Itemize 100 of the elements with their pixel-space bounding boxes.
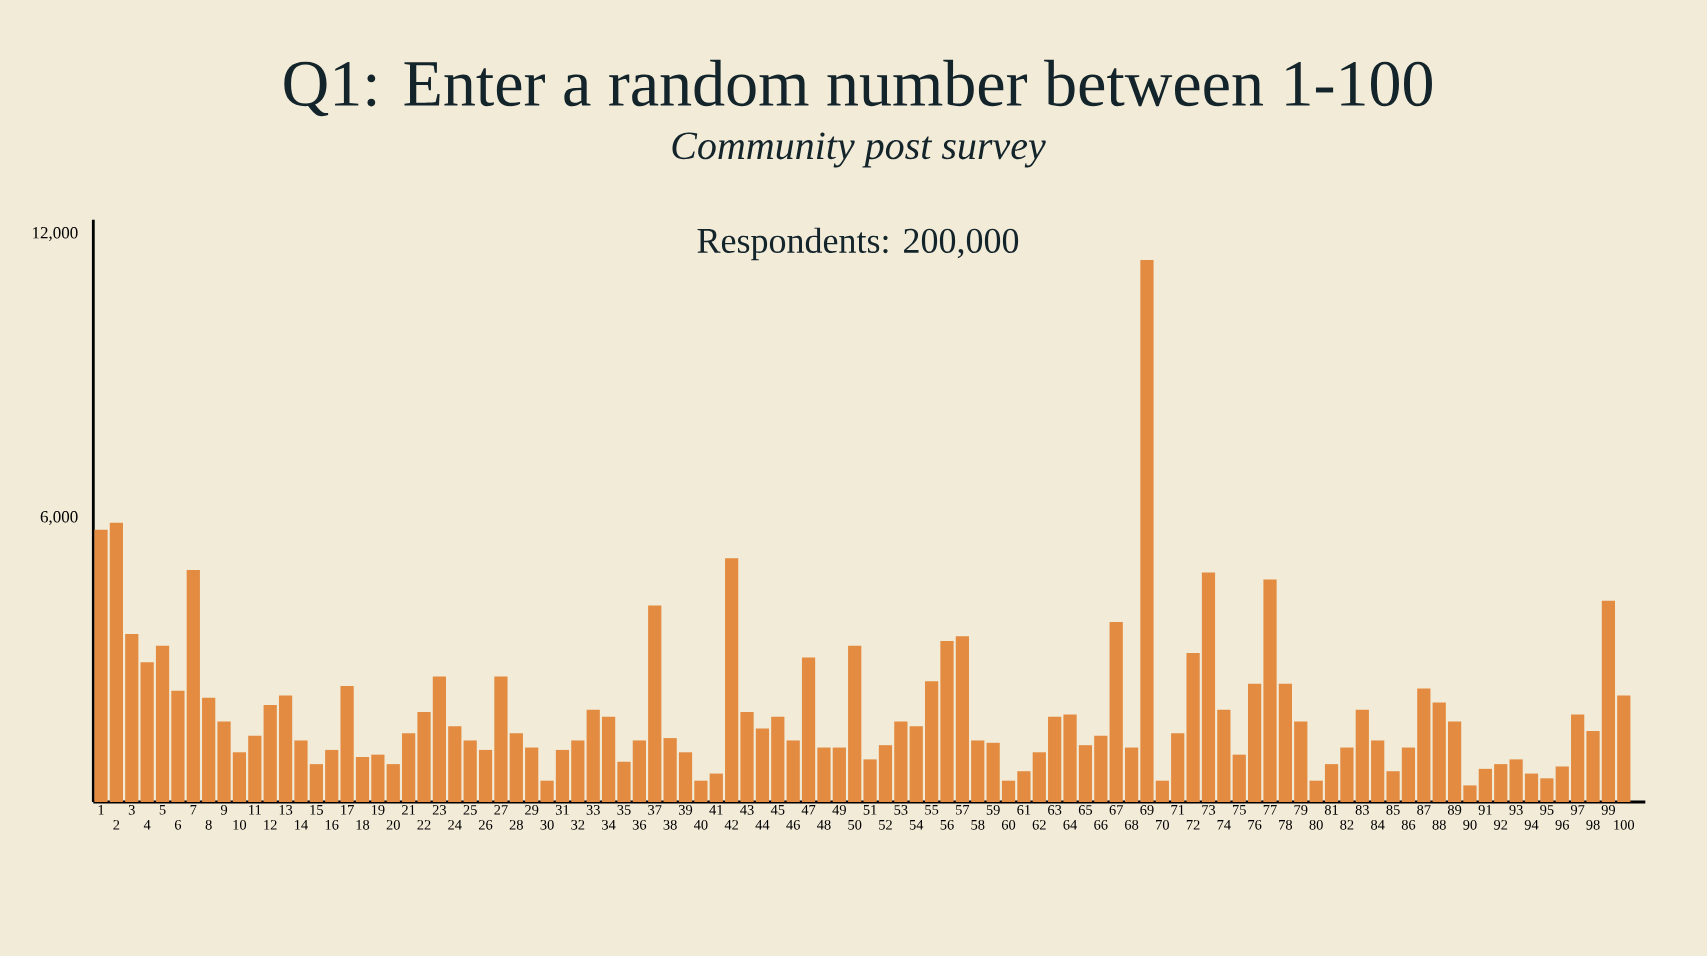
bar: [878, 745, 893, 802]
bar: [740, 712, 754, 802]
x-tick-label: 39: [679, 805, 693, 815]
x-tick-label: 96: [1555, 819, 1570, 830]
x-tick-label: 63: [1048, 805, 1062, 815]
bar: [1278, 683, 1292, 802]
bar: [1571, 714, 1585, 802]
x-tick-label: 30: [540, 819, 554, 830]
x-tick-label: 26: [478, 819, 493, 830]
x-tick-label: 82: [1340, 819, 1354, 830]
x-tick-label: 16: [325, 819, 339, 830]
annotation: Respondents: 200,000: [697, 227, 1019, 261]
x-tick-label: 81: [1324, 805, 1338, 815]
bar: [832, 747, 846, 802]
x-tick-label: 42: [724, 819, 739, 830]
x-tick-label: 33: [586, 805, 600, 815]
bar: [1340, 747, 1354, 802]
x-tick-label: 24: [448, 819, 462, 830]
x-tick-label: 49: [832, 805, 846, 815]
bar: [386, 764, 400, 802]
bar: [909, 726, 923, 802]
x-tick-label: 89: [1447, 805, 1462, 815]
bar: [155, 645, 170, 802]
bar: [986, 742, 1000, 802]
x-tick-label: 46: [786, 819, 800, 830]
bar: [186, 570, 200, 802]
bar: [694, 780, 708, 802]
bar: [417, 712, 431, 802]
bar: [540, 780, 554, 802]
bar: [432, 676, 447, 802]
x-tick-label: 58: [971, 819, 985, 830]
bar: [1463, 785, 1477, 802]
bar: [463, 740, 477, 802]
x-tick-label: 23: [432, 805, 447, 815]
bar: [1386, 771, 1400, 802]
x-tick-label: 29: [525, 805, 539, 815]
x-tick-label: 92: [1494, 819, 1508, 830]
x-tick-label: 40: [693, 819, 708, 830]
bar: [771, 716, 785, 802]
x-tick-label: 36: [632, 819, 647, 830]
x-tick-label: 32: [571, 819, 585, 830]
bar: [509, 733, 523, 802]
x-tick-label: 15: [310, 805, 323, 815]
bar: [1555, 766, 1569, 802]
bar: [478, 749, 493, 802]
x-tick-label: 20: [386, 819, 400, 830]
bar: [140, 662, 154, 802]
bar: [278, 695, 293, 802]
x-tick-label: 14: [295, 820, 308, 830]
bar: [940, 641, 954, 802]
bar: [1417, 688, 1431, 802]
bar: [786, 740, 800, 802]
x-tick-label: 31: [555, 805, 569, 815]
x-tick-label: 74: [1217, 820, 1231, 830]
x-tick-label: 2: [113, 819, 120, 830]
x-tick-label: 44: [755, 820, 770, 830]
bar: [1171, 733, 1185, 802]
x-tick-label: 79: [1294, 805, 1308, 815]
x-tick-label: 5: [159, 805, 166, 815]
bar: [171, 690, 185, 802]
x-tick-label: 48: [817, 819, 831, 830]
bar: [325, 749, 339, 802]
bar: [848, 645, 862, 802]
x-tick-label: 62: [1032, 819, 1046, 830]
x-tick-label: 71: [1171, 805, 1185, 815]
x-tick-label: 69: [1140, 805, 1154, 815]
x-tick-label: 65: [1078, 805, 1093, 815]
bar: [340, 686, 354, 802]
bar: [555, 749, 570, 802]
chart-subtitle: Community post survey: [672, 132, 1046, 168]
x-tick-label: 97: [1570, 805, 1585, 815]
bar: [263, 704, 277, 802]
bar: [1001, 780, 1016, 802]
x-tick-label: 54: [909, 820, 924, 830]
bar: [202, 697, 216, 802]
x-tick-label: 93: [1509, 805, 1523, 815]
x-tick-label: 12: [264, 819, 277, 830]
bar: [294, 740, 308, 802]
x-tick-label: 67: [1109, 805, 1123, 815]
x-tick-label: 22: [417, 819, 431, 830]
bar: [309, 764, 323, 802]
x-tick-label: 94: [1524, 819, 1539, 830]
y-tick-label: 12,000: [33, 227, 78, 241]
x-tick-label: 38: [663, 819, 677, 830]
bar: [801, 657, 816, 802]
bar: [355, 757, 370, 802]
bar: [1032, 752, 1046, 802]
x-tick-label: 6: [174, 819, 182, 830]
bar: [1494, 764, 1508, 802]
x-tick-label: 86: [1401, 819, 1416, 830]
bar: [971, 740, 985, 802]
x-tick-label: 80: [1309, 819, 1323, 830]
bar: [1094, 735, 1108, 802]
bar: [1447, 721, 1462, 802]
bar: [586, 709, 600, 802]
bar: [1371, 740, 1385, 802]
bar: [1063, 714, 1077, 802]
x-tick-label: 17: [341, 805, 354, 815]
bar: [1401, 747, 1416, 802]
x-tick-label: 35: [617, 805, 631, 815]
